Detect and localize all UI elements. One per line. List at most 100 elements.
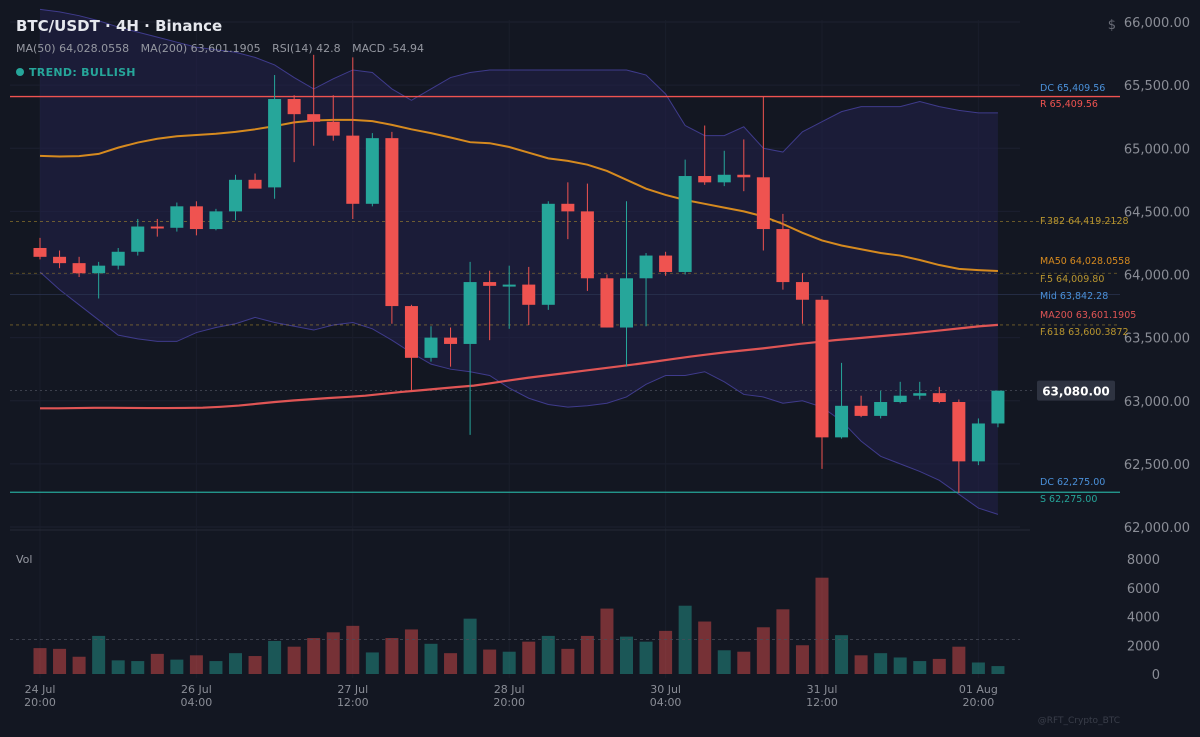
- ma200-label: MA200 63,601.1905: [1040, 310, 1136, 321]
- volume-bar: [717, 650, 731, 674]
- volume-bar: [678, 605, 692, 674]
- ma200-line: [40, 323, 999, 410]
- volume-bar: [580, 635, 594, 674]
- volume-bar: [268, 640, 282, 674]
- volume-bar: [209, 661, 223, 674]
- candle-body: [170, 206, 184, 228]
- trend-label: TREND: BULLISH: [29, 66, 136, 79]
- ma50-readout: MA(50) 64,028.0558: [16, 42, 130, 55]
- time-tick-date: 27 Jul: [337, 683, 368, 696]
- candle-body: [483, 282, 497, 286]
- volume-bar: [170, 659, 184, 674]
- rsi-readout: RSI(14) 42.8: [272, 42, 341, 55]
- candle-body: [913, 393, 927, 396]
- ma200-readout: MA(200) 63,601.1905: [140, 42, 261, 55]
- volume-bar: [600, 608, 614, 674]
- candle-body: [756, 177, 770, 230]
- fib-label: F.5 64,009.80: [1040, 274, 1104, 285]
- support-label: S 62,275.00: [1040, 494, 1097, 505]
- volume-bar: [952, 646, 966, 674]
- levels: [10, 95, 1120, 493]
- volume-bars: [10, 577, 1020, 674]
- chart-title: BTC/USDT · 4H · Binance: [16, 17, 223, 35]
- candle-body: [463, 282, 477, 344]
- volume-axis: 0 2000 4000 6000 8000: [1127, 553, 1160, 683]
- price-tick-label: 62,000.00: [1124, 521, 1190, 536]
- time-tick-time: 12:00: [337, 696, 369, 709]
- donchian-upper-label: DC 65,409.56: [1040, 83, 1105, 94]
- time-tick-time: 20:00: [493, 696, 525, 709]
- candle-body: [971, 423, 985, 462]
- volume-tick-label: 6000: [1127, 582, 1160, 597]
- volume-bar: [893, 657, 907, 674]
- volume-tick-label: 2000: [1127, 639, 1160, 654]
- candle-body: [150, 226, 164, 229]
- candle-body: [737, 174, 751, 178]
- candle-body: [72, 263, 86, 274]
- candle-body: [639, 255, 653, 279]
- candle-body: [248, 179, 262, 189]
- fib-label: F.382 64,419.2128: [1040, 216, 1129, 227]
- donchian-lower-label: DC 62,275.00: [1040, 477, 1105, 488]
- price-tick-label: 64,000.00: [1124, 269, 1190, 284]
- volume-label: Vol: [16, 553, 33, 566]
- volume-tick-label: 0: [1152, 668, 1160, 683]
- candle-body: [444, 337, 458, 344]
- candle-body: [815, 299, 829, 438]
- last-price-badge: [1037, 380, 1115, 401]
- candle-body: [835, 405, 849, 438]
- candle-body: [600, 278, 614, 328]
- indicator-summary: MA(50) 64,028.0558 MA(200) 63,601.1905 R…: [16, 42, 432, 55]
- price-tick-label: 63,500.00: [1124, 332, 1190, 347]
- mid-label: Mid 63,842.28: [1040, 291, 1108, 302]
- candle-body: [53, 256, 67, 264]
- volume-tick-label: 4000: [1127, 611, 1160, 626]
- candle-body: [424, 337, 438, 358]
- candle-body: [698, 176, 712, 183]
- currency-symbol: $: [1107, 18, 1116, 33]
- time-tick-date: 26 Jul: [181, 683, 212, 696]
- macd-readout: MACD -54.94: [352, 42, 425, 55]
- candle-body: [952, 402, 966, 462]
- time-tick-time: 04:00: [650, 696, 682, 709]
- candle-body: [33, 247, 47, 257]
- volume-bar: [620, 636, 633, 674]
- volume-bar: [229, 653, 242, 674]
- candle-body: [776, 229, 790, 283]
- time-tick-date: 28 Jul: [494, 683, 525, 696]
- candle-body: [189, 206, 203, 230]
- ma50-label: MA50 64,028.0558: [1040, 256, 1130, 267]
- price-tick-label: 62,500.00: [1124, 458, 1190, 473]
- volume-bar: [53, 648, 67, 674]
- volume-bar: [92, 635, 106, 674]
- volume-bar: [776, 609, 790, 674]
- time-tick-date: 31 Jul: [807, 683, 838, 696]
- time-tick-time: 20:00: [963, 696, 995, 709]
- candle-body: [229, 179, 242, 212]
- candle-body: [326, 121, 340, 136]
- time-tick-date: 24 Jul: [25, 683, 56, 696]
- volume-bar: [522, 641, 536, 674]
- volume-bar: [131, 661, 145, 674]
- volume-bar: [385, 638, 399, 674]
- candle-body: [893, 395, 907, 403]
- candle-body: [580, 211, 594, 279]
- volume-bar: [971, 662, 985, 674]
- candle-body: [209, 211, 223, 230]
- candle-body: [268, 99, 282, 188]
- price-axis: 62,000.00 62,500.00 63,000.00 63,500.00 64,0…: [1124, 16, 1190, 536]
- volume-bar: [874, 653, 888, 674]
- volume-bar: [365, 652, 379, 674]
- volume-bar: [541, 635, 555, 674]
- time-tick-time: 04:00: [181, 696, 213, 709]
- volume-bar: [287, 646, 301, 674]
- volume-bar: [561, 648, 575, 674]
- volume-bar: [483, 649, 497, 674]
- candle-body: [522, 284, 536, 305]
- candles: [33, 54, 1005, 493]
- moving-averages: [39, 118, 999, 410]
- volume-bar: [815, 577, 829, 674]
- candle-body: [991, 390, 1005, 424]
- volume-bar: [795, 645, 809, 674]
